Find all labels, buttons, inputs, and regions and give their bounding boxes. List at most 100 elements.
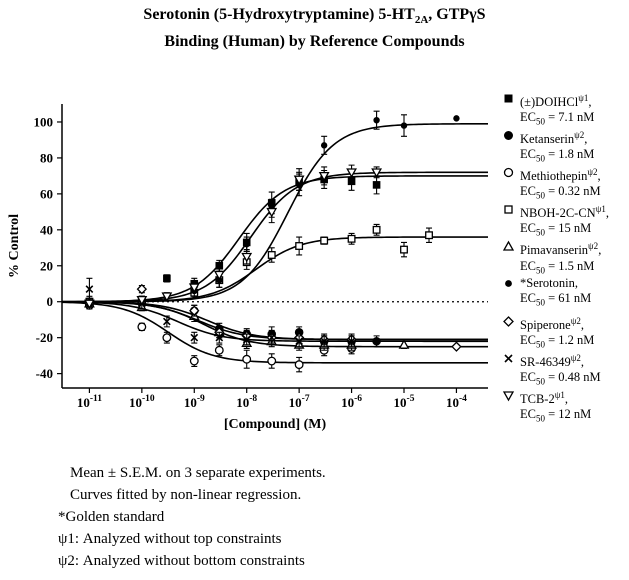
data-point — [266, 207, 278, 218]
data-point — [347, 337, 356, 346]
data-point — [189, 305, 200, 316]
data-point — [504, 131, 513, 141]
legend-series-name: NBOH-2C-CNψ1, — [520, 204, 609, 221]
legend-series-name: Spiperoneψ2, — [520, 315, 584, 332]
data-point — [293, 175, 305, 186]
y-tick-label: 40 — [40, 222, 53, 237]
footnotes: Mean ± S.E.M. on 3 separate experiments.… — [58, 462, 326, 572]
data-point — [84, 299, 95, 310]
data-point — [400, 122, 408, 129]
data-point — [242, 335, 251, 344]
chart-title-line1: Serotonin (5-Hydroxytryptamine) 5-HT2A, … — [0, 4, 629, 31]
data-point — [346, 168, 357, 178]
data-point — [242, 354, 252, 364]
data-point — [295, 337, 304, 346]
data-point — [505, 280, 512, 288]
data-point — [425, 231, 433, 240]
legend-marker — [504, 94, 513, 103]
legend-series-name: *Serotonin, — [520, 276, 578, 291]
title-subscript: 2A — [414, 14, 429, 27]
data-point — [267, 333, 276, 342]
legend-marker — [504, 354, 513, 363]
legend-ec50: EC50 = 15 nM — [520, 221, 592, 238]
data-point — [347, 234, 356, 243]
legend-ec50: EC50 = 61 nM — [520, 291, 592, 308]
data-point — [215, 333, 224, 342]
data-point — [371, 168, 383, 178]
legend-ec50: EC50 = 1.2 nM — [520, 332, 595, 350]
data-point — [162, 317, 171, 326]
title-text-a: Serotonin (5-Hydroxytryptamine) 5-HT — [143, 6, 415, 23]
data-point — [214, 345, 224, 355]
legend-ec50: EC50 = 0.32 nM — [520, 184, 601, 201]
y-tick-label: 80 — [40, 150, 53, 165]
y-axis-label: % Control — [7, 214, 22, 278]
data-point — [189, 356, 199, 366]
legend-marker — [505, 280, 512, 288]
dose-response-chart: -40 -20 0 20 40 60 80 100 10-11 10-10 10-9 10-8 10-7… — [7, 104, 488, 432]
data-point — [504, 205, 513, 214]
data-point — [503, 168, 514, 178]
legend-item-methiothepin: Methiothepinψ2, EC50 = 0.32 nM — [502, 165, 629, 202]
legend-item-pimavanserin: Pimavanserinψ2, EC50 = 1.5 nM — [502, 239, 629, 276]
data-point — [318, 171, 330, 182]
chart-legend: (±)DOIHClψ1, EC50 = 7.1 nM Ketanserinψ2, EC… — [502, 91, 629, 425]
legend-marker — [503, 315, 514, 327]
legend-item-ketanserin: Ketanserinψ2, EC50 = 1.8 nM — [502, 128, 629, 165]
y-tick-label: 0 — [47, 294, 54, 309]
x-tick-label: 10-4 — [446, 394, 467, 410]
fitted-curve — [62, 123, 488, 303]
fitted-curve — [62, 171, 488, 303]
data-point — [241, 252, 253, 263]
data-point — [320, 142, 328, 149]
y-tick-label: 100 — [34, 114, 54, 129]
data-point — [188, 283, 200, 293]
legend-marker — [504, 205, 513, 214]
y-tick-label: -40 — [36, 366, 53, 381]
data-point — [400, 245, 408, 254]
chart-title: Serotonin (5-Hydroxytryptamine) 5-HT2A, … — [0, 4, 629, 53]
legend-item-tcb-2: TCB-2ψ1, EC50 = 12 nM — [502, 388, 629, 425]
legend-marker — [503, 168, 514, 178]
legend-item-nboh-2c-cn: NBOH-2C-CNψ1, EC50 = 15 nM — [502, 202, 629, 239]
data-point — [320, 236, 329, 245]
x-tick-label: 10-5 — [394, 394, 415, 410]
legend-item-spiperone: Spiperoneψ2, EC50 = 1.2 nM — [502, 314, 629, 351]
data-point — [451, 341, 462, 352]
data-point — [190, 333, 199, 342]
x-tick-label: 10-10 — [129, 394, 155, 410]
legend-series-name: SR-46349ψ2, — [520, 352, 584, 369]
data-point — [320, 337, 329, 346]
data-point — [453, 115, 460, 122]
x-tick-label: 10-8 — [236, 394, 257, 410]
data-point — [372, 181, 381, 189]
data-point — [85, 285, 94, 294]
legend-ec50: EC50 = 1.8 nM — [520, 147, 595, 164]
data-point — [503, 315, 514, 327]
x-axis-label: [Compound] (M) — [224, 417, 327, 432]
legend-series-name: Ketanserinψ2, — [520, 130, 588, 147]
legend-series-name: Pimavanserinψ2, — [520, 241, 602, 258]
series-tcb-2 — [62, 164, 488, 310]
data-point — [295, 242, 304, 250]
chart-title-line2: Binding (Human) by Reference Compounds — [164, 33, 465, 51]
legend-series-name: Methiothepinψ2, — [520, 167, 601, 184]
legend-item-serotonin: *Serotonin, EC50 = 61 nM — [502, 276, 629, 313]
y-tick-label: 60 — [40, 186, 53, 201]
data-point — [267, 356, 277, 366]
data-point — [502, 241, 515, 252]
data-point — [294, 360, 304, 370]
y-tick-label: 20 — [40, 258, 53, 273]
legend-series-name: (±)DOIHClψ1, — [520, 93, 592, 110]
note-curve-fit: Curves fitted by non-linear regression. — [70, 487, 302, 503]
legend-ec50: EC50 = 0.48 nM — [520, 369, 601, 387]
data-point — [267, 251, 276, 259]
x-tick-label: 10-7 — [289, 394, 310, 410]
data-point — [373, 116, 380, 124]
data-point — [398, 339, 410, 349]
data-point — [163, 274, 171, 283]
note-golden-standard: *Golden standard — [58, 509, 165, 525]
y-tick-label: -20 — [36, 330, 53, 345]
legend-marker — [504, 131, 513, 141]
data-point — [136, 283, 148, 295]
